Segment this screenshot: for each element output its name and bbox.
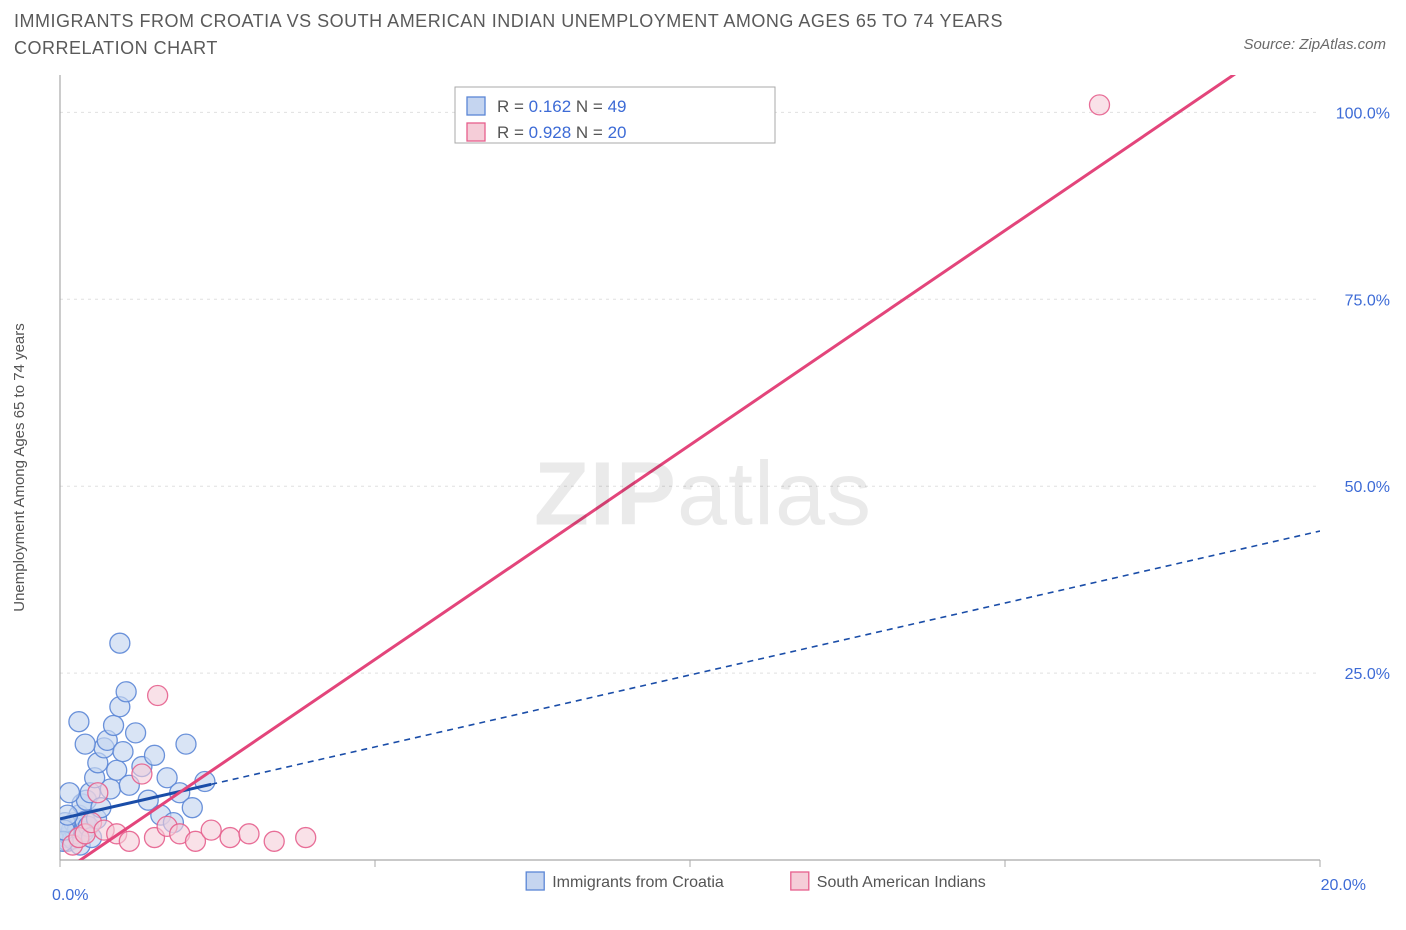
svg-text:50.0%: 50.0% — [1345, 479, 1390, 496]
svg-text:Unemployment Among Ages 65 to: Unemployment Among Ages 65 to 74 years — [11, 323, 28, 612]
svg-text:20.0%: 20.0% — [1321, 877, 1366, 894]
svg-text:R = 0.928 N = 20: R = 0.928 N = 20 — [497, 123, 627, 142]
svg-text:R = 0.162 N = 49: R = 0.162 N = 49 — [497, 97, 627, 116]
svg-text:75.0%: 75.0% — [1345, 292, 1390, 309]
scatter-chart: 0.0% 20.0% 25.0% 50.0% 75.0% 100.0% Unemployme… — [0, 70, 1406, 930]
svg-text:100.0%: 100.0% — [1336, 105, 1390, 122]
svg-text:25.0%: 25.0% — [1345, 666, 1390, 683]
chart-title: IMMIGRANTS FROM CROATIA VS SOUTH AMERICA… — [14, 8, 1114, 62]
svg-text:0.0%: 0.0% — [52, 887, 88, 904]
svg-text:Immigrants from Croatia: Immigrants from Croatia — [552, 874, 724, 891]
svg-text:South American Indians: South American Indians — [817, 874, 986, 891]
chart-container: 0.0% 20.0% 25.0% 50.0% 75.0% 100.0% Unemployme… — [0, 70, 1406, 930]
source-attribution: Source: ZipAtlas.com — [1243, 36, 1386, 53]
